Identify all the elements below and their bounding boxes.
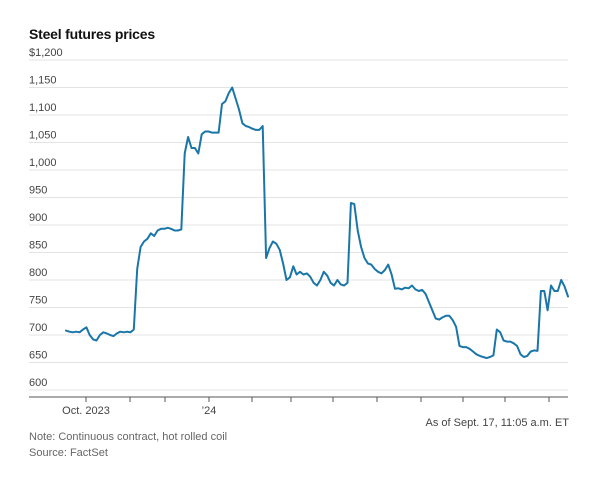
y-tick-label: 1,100 <box>29 102 57 114</box>
y-axis-ticks: 600 650 700 750 800 850 900 950 1,000 1,050 1,100 1… <box>29 47 63 389</box>
chart-note: Note: Continuous contract, hot rolled co… <box>29 431 228 443</box>
y-tick-label: 650 <box>29 350 47 362</box>
y-tick-label: 900 <box>29 212 47 224</box>
y-tick-label: 950 <box>29 185 47 197</box>
chart-title: Steel futures prices <box>29 26 155 42</box>
y-tick-label: 700 <box>29 322 47 334</box>
y-tick-label: 1,150 <box>29 75 57 87</box>
y-tick-label: 750 <box>29 295 47 307</box>
y-tick-label: $1,200 <box>29 47 63 59</box>
grid-lines <box>29 59 568 391</box>
chart-source: Source: FactSet <box>29 447 108 459</box>
y-tick-label: 1,000 <box>29 157 57 169</box>
x-axis-ticks: Oct. 2023 ’24 <box>62 397 550 417</box>
y-tick-label: 800 <box>29 267 47 279</box>
y-tick-label: 600 <box>29 377 47 389</box>
y-tick-label: 1,050 <box>29 130 57 142</box>
as-of-timestamp: As of Sept. 17, 11:05 a.m. ET <box>425 417 569 429</box>
x-tick-label: Oct. 2023 <box>62 405 110 417</box>
x-tick-label: ’24 <box>202 405 217 417</box>
y-tick-label: 850 <box>29 240 47 252</box>
series-line <box>65 86 569 360</box>
